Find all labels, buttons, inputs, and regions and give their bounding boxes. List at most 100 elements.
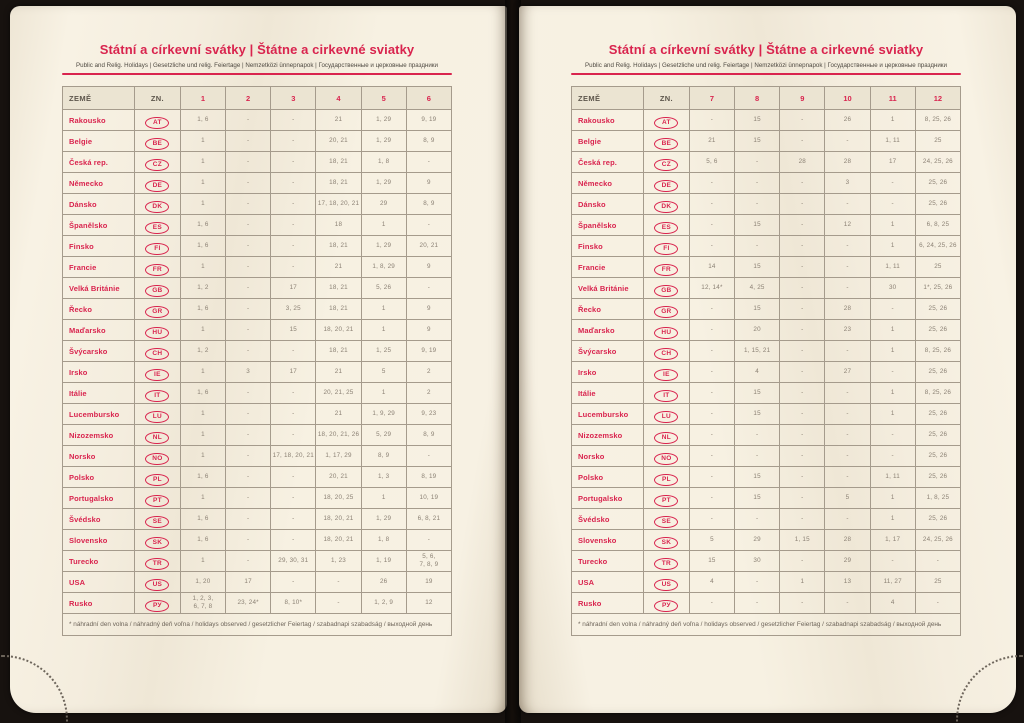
- value-cell: 8, 9: [405, 130, 453, 153]
- value-cell: -: [779, 277, 826, 300]
- country-cell: Rusko: [571, 592, 644, 615]
- value-cell: 1: [869, 487, 916, 510]
- table-row: Portugalsko PT 1- -18, 20, 25 1 10, 19: [62, 487, 453, 510]
- country-cell: Švýcarsko: [571, 340, 644, 363]
- value-cell: 3: [225, 361, 272, 384]
- country-code-badge: GB: [654, 284, 679, 298]
- value-cell: 1: [179, 172, 227, 195]
- table-row: Rakousko AT -15-26 1 8, 25, 26: [571, 109, 962, 132]
- value-cell: -: [779, 172, 826, 195]
- value-cell: -: [779, 445, 826, 468]
- value-cell: 25, 26: [914, 466, 962, 489]
- value-cell: 30: [734, 550, 781, 573]
- value-cell: -: [225, 508, 272, 531]
- country-cell: Portugalsko: [571, 487, 644, 510]
- code-cell: ES: [642, 214, 690, 237]
- value-cell: 15: [734, 214, 781, 237]
- value-cell: -: [779, 487, 826, 510]
- country-cell: Lucembursko: [571, 403, 644, 426]
- footnote-row: * náhradní den volna / náhradný deň voľn…: [571, 613, 961, 637]
- book-spine: [505, 0, 521, 723]
- column-header-month: 12: [914, 86, 962, 111]
- value-cell: 1: [360, 214, 407, 237]
- column-header-month: 11: [869, 86, 916, 111]
- value-cell: 1, 6: [179, 235, 227, 258]
- value-cell: 11, 27: [869, 571, 916, 594]
- page-title: Státní a církevní svátky | Štátne a cirk…: [608, 42, 924, 57]
- value-cell: -: [734, 151, 781, 174]
- value-cell: 21: [688, 130, 736, 153]
- value-cell: 9: [405, 256, 453, 279]
- value-cell: 28: [824, 298, 871, 321]
- column-header-month: 2: [225, 86, 272, 111]
- value-cell: 1, 17, 29: [315, 445, 362, 468]
- country-cell: Belgie: [62, 130, 135, 153]
- footnote-row: * náhradní den volna / náhradný deň voľn…: [62, 613, 452, 637]
- code-cell: NO: [133, 445, 181, 468]
- code-cell: PL: [642, 466, 690, 489]
- value-cell: -: [688, 214, 736, 237]
- code-cell: FI: [642, 235, 690, 258]
- value-cell: -: [869, 550, 916, 573]
- value-cell: -: [405, 529, 453, 552]
- value-cell: -: [734, 571, 781, 594]
- column-header-country: ZEMĚ: [571, 86, 644, 111]
- value-cell: -: [779, 508, 826, 531]
- country-cell: Řecko: [62, 298, 135, 321]
- value-cell: -: [225, 151, 272, 174]
- column-header-month: 7: [688, 86, 736, 111]
- value-cell: -: [824, 382, 871, 405]
- table-row: Turecko TR 1-29, 30, 31 1, 23 1, 19 5, 6, 7, …: [62, 550, 453, 573]
- value-cell: 1, 6: [179, 109, 227, 132]
- country-cell: Velká Británie: [62, 277, 135, 300]
- table-row: Dánsko DK 1- -17, 18, 20, 21 29 8, 9: [62, 193, 453, 216]
- value-cell: -: [270, 235, 317, 258]
- table-row: Slovensko SK 5 29 1, 15 28 1, 17 24, 25, 26: [571, 529, 962, 552]
- value-cell: 15: [734, 298, 781, 321]
- value-cell: 18, 20, 25: [315, 487, 362, 510]
- country-code-badge: ES: [145, 221, 170, 235]
- value-cell: 29: [360, 193, 407, 216]
- country-code-badge: IT: [654, 389, 679, 403]
- code-cell: AT: [133, 109, 181, 132]
- value-cell: 1, 2: [179, 277, 227, 300]
- value-cell: 2: [405, 361, 453, 384]
- value-cell: 12, 14*: [688, 277, 736, 300]
- country-cell: Finsko: [571, 235, 644, 258]
- value-cell: 5, 29: [360, 424, 407, 447]
- value-cell: -: [225, 256, 272, 279]
- table-row: Velká Británie GB 1, 2-17 18, 21 5, 26-: [62, 277, 453, 300]
- value-cell: 4: [688, 571, 736, 594]
- value-cell: 5, 6: [688, 151, 736, 174]
- value-cell: 18, 21: [315, 172, 362, 195]
- value-cell: 25, 26: [914, 508, 962, 531]
- value-cell: 1, 3: [360, 466, 407, 489]
- country-cell: Polsko: [62, 466, 135, 489]
- value-cell: 15: [734, 466, 781, 489]
- value-cell: 5: [824, 487, 871, 510]
- code-cell: TR: [642, 550, 690, 573]
- country-code-badge: IT: [145, 389, 170, 403]
- value-cell: 25, 26: [914, 172, 962, 195]
- value-cell: -: [405, 277, 453, 300]
- value-cell: 6, 24, 25, 26: [914, 235, 962, 258]
- footnote: * náhradní den volna / náhradný deň voľn…: [62, 613, 452, 637]
- code-cell: BE: [133, 130, 181, 153]
- value-cell: -: [779, 256, 826, 279]
- country-cell: Česká rep.: [571, 151, 644, 174]
- value-cell: -: [270, 193, 317, 216]
- value-cell: 25, 26: [914, 445, 962, 468]
- value-cell: 8, 10*: [270, 592, 317, 615]
- code-cell: РУ: [133, 592, 181, 615]
- value-cell: 1: [179, 130, 227, 153]
- value-cell: -: [779, 466, 826, 489]
- value-cell: -: [688, 193, 736, 216]
- code-cell: GB: [133, 277, 181, 300]
- code-cell: CH: [133, 340, 181, 363]
- country-code-badge: GB: [145, 284, 170, 298]
- value-cell: 5: [688, 529, 736, 552]
- value-cell: -: [779, 130, 826, 153]
- value-cell: 3: [824, 172, 871, 195]
- left-page-content: Státní a církevní svátky | Štátne a cirk…: [62, 6, 453, 637]
- value-cell: 25, 26: [914, 361, 962, 384]
